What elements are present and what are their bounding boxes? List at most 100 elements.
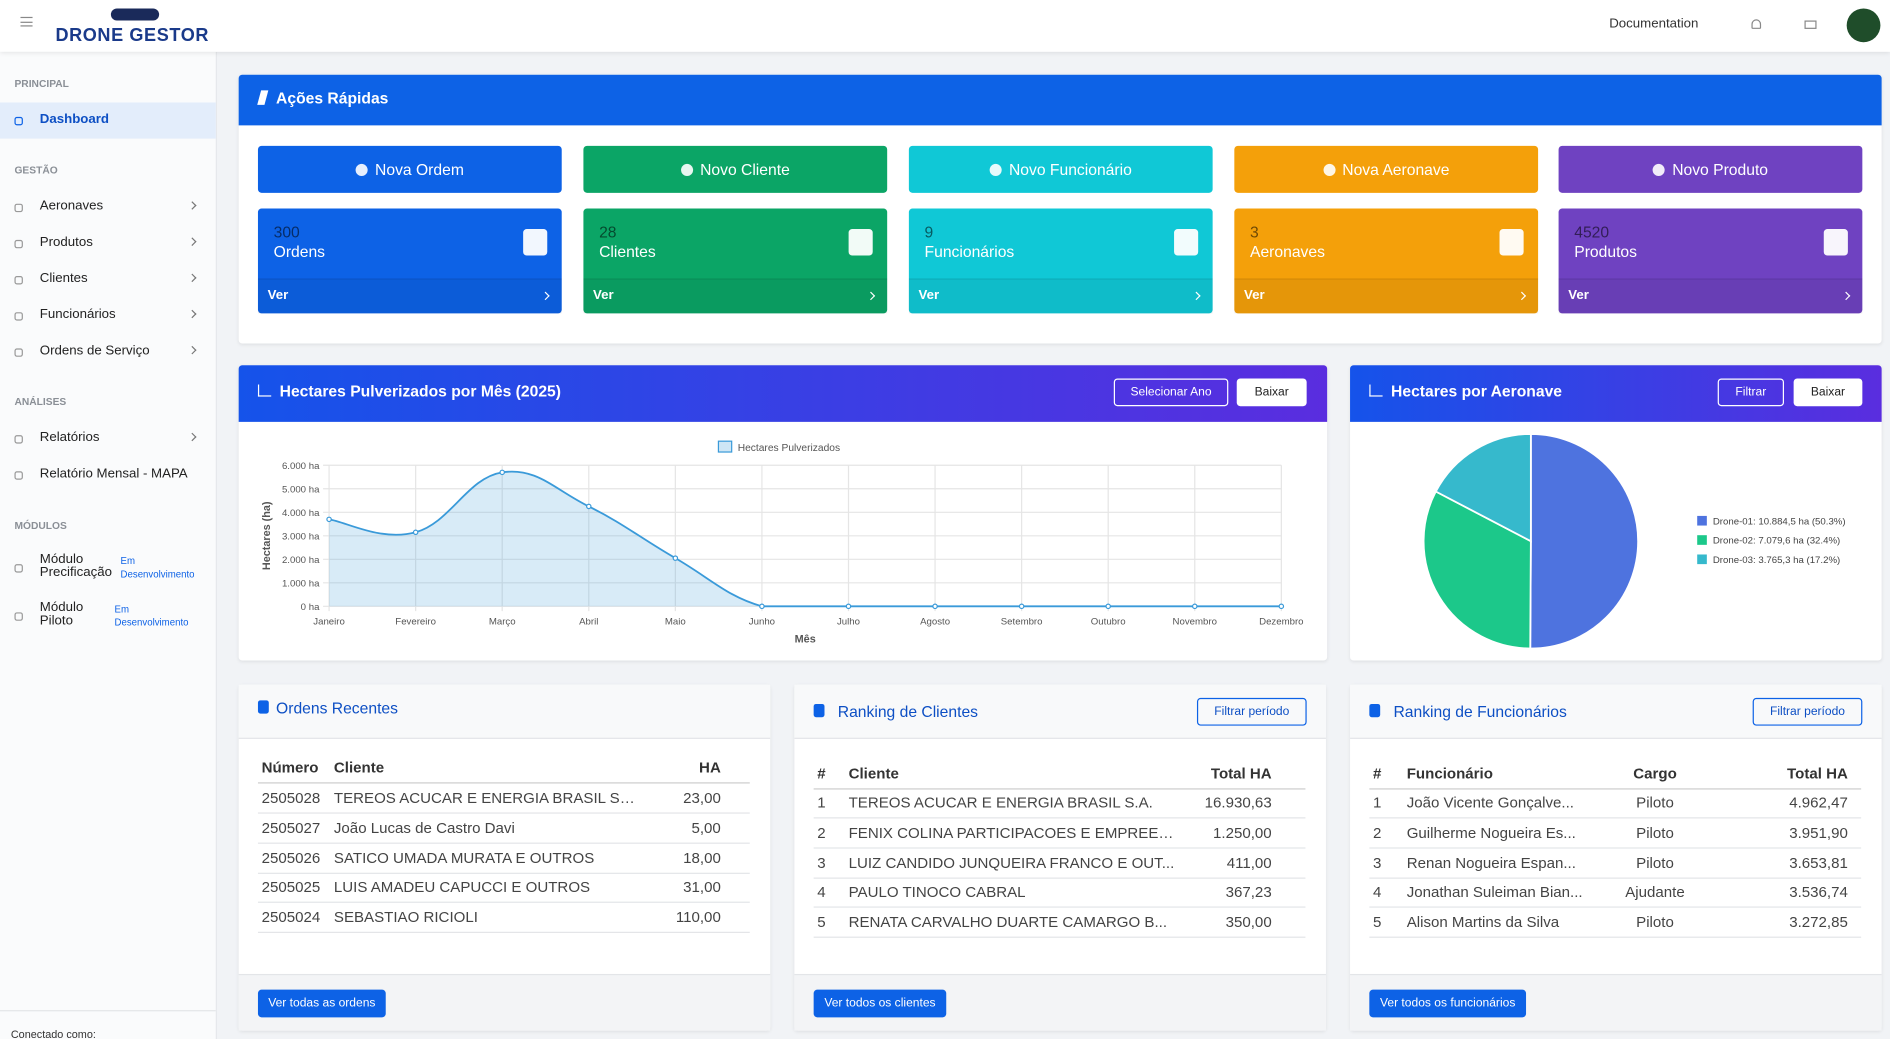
table-cell: 2 (1372, 824, 1382, 842)
x-tick-label: Dezembro (1259, 616, 1303, 627)
table-cell: 350,00 (1225, 913, 1272, 931)
stat-card: 3 Aeronaves Ver (1234, 208, 1539, 314)
table-cell: 5,00 (691, 819, 721, 837)
x-tick-label: Março (489, 616, 516, 627)
point (845, 603, 852, 610)
nav-label: Módulo Piloto (39, 600, 84, 629)
header-button[interactable]: Baixar (1793, 378, 1863, 407)
documentation-link[interactable]: Documentation (1609, 16, 1699, 32)
stat-label: Clientes (599, 242, 656, 261)
stat-icon (523, 229, 548, 256)
header-rule (257, 782, 750, 784)
row-rule (1369, 936, 1862, 939)
quick-action-button[interactable]: Novo Funcionário (908, 145, 1213, 193)
line-chart: 0 ha 1.000 ha 2.000 ha 3.000 ha 4.000 ha 5.00… (261, 440, 1304, 645)
nav-item[interactable]: Módulo Piloto Em Desenvolvimento (0, 598, 216, 634)
quick-action-button[interactable]: Novo Cliente (583, 145, 888, 193)
table-cell: 3 (1372, 854, 1382, 872)
point (932, 603, 938, 610)
row-rule (257, 902, 750, 904)
footer-button[interactable]: Ver todos os clientes (813, 989, 947, 1018)
bolt-icon (257, 90, 269, 105)
nav-item[interactable]: Relatórios (0, 421, 216, 457)
header-button[interactable]: Selecionar Ano (1113, 378, 1229, 407)
button-icon (1322, 163, 1336, 176)
table-header: Ordens Recentes (238, 684, 771, 739)
button-icon (1652, 163, 1665, 176)
nav-item[interactable]: Funcionários (0, 298, 216, 334)
nav-icon (14, 471, 23, 480)
area (329, 471, 1282, 607)
table-cell: LUIZ CANDIDO JUNQUEIRA FRANCO E OUT... (848, 854, 1175, 872)
chart-header: Hectares Pulverizados por Mês (2025) Sele… (238, 365, 1328, 422)
x-tick-label: Agosto (920, 616, 950, 627)
stat-footer[interactable]: Ver (1234, 278, 1539, 314)
table-footer: Ver todas as ordens (238, 973, 771, 1031)
nav-label: Produtos (39, 235, 93, 250)
stat-footer[interactable]: Ver (257, 278, 562, 314)
quick-action-button[interactable]: Novo Produto (1558, 145, 1863, 193)
legend-swatch (717, 440, 733, 453)
stat-icon (848, 229, 873, 256)
mail-icon[interactable] (1804, 20, 1817, 29)
legend-label: Drone-02: 7.079,6 ha (32.4%) (1713, 536, 1840, 547)
table-cell: Renan Nogueira Espan... (1406, 854, 1576, 872)
chevron (187, 432, 197, 442)
stat-value: 3 (1249, 222, 1259, 242)
quick-action-button[interactable]: Nova Ordem (257, 145, 562, 193)
stat-footer[interactable]: Ver (908, 278, 1213, 314)
nav-item[interactable]: Clientes (0, 262, 216, 298)
nav-label: Relatórios (39, 430, 100, 445)
stat-icon (1174, 229, 1199, 256)
table-cell: 4.962,47 (1789, 794, 1848, 812)
nav-item[interactable]: Módulo Precificação Em Desenvolvimento (0, 550, 216, 586)
table-cell: 2505026 (261, 849, 321, 867)
header-button[interactable]: Baixar (1236, 378, 1307, 407)
legend-swatch (1697, 515, 1707, 526)
table-card: Ranking de Clientes Filtrar período # Clien… (794, 684, 1326, 1031)
quick-action-button[interactable]: Nova Aeronave (1234, 145, 1539, 193)
nav-item[interactable]: Ordens de Serviço (0, 334, 216, 370)
button-icon (989, 163, 1002, 176)
chart-card: Hectares por Aeronave Filtrar Baixar Drone-… (1350, 365, 1882, 661)
nav-item[interactable]: Aeronaves (0, 189, 216, 225)
notifications-icon[interactable] (1751, 19, 1762, 29)
nav-item[interactable]: Relatório Mensal - MAPA (0, 457, 216, 493)
table-cell: Piloto (1636, 913, 1674, 931)
table-title: Ranking de Clientes (837, 702, 979, 721)
stat-footer[interactable]: Ver (583, 278, 888, 314)
footer-button[interactable]: Ver todas as ordens (257, 989, 386, 1018)
stat-card: 300 Ordens Ver (257, 208, 562, 314)
stat-footer[interactable]: Ver (1558, 278, 1863, 314)
filter-button[interactable]: Filtrar período (1196, 697, 1307, 726)
table-cell: Ajudante (1625, 884, 1685, 901)
filter-button[interactable]: Filtrar período (1752, 697, 1863, 726)
nav-item[interactable]: Produtos (0, 225, 216, 261)
table-cell: RENATA CARVALHO DUARTE CAMARGO B... (848, 913, 1168, 931)
x-tick-label: Janeiro (313, 616, 345, 627)
column-header: # (817, 765, 826, 783)
table-card: Ordens Recentes Número Cliente HA 2505028 TER… (238, 684, 771, 1031)
menu-toggle[interactable] (20, 16, 33, 27)
header-button[interactable]: Filtrar (1717, 378, 1784, 407)
point (759, 603, 765, 610)
row-rule (1369, 906, 1862, 909)
nav-item[interactable]: Dashboard (0, 102, 216, 139)
table-cell: 2505024 (261, 909, 321, 926)
avatar[interactable] (1846, 8, 1881, 43)
footer-button[interactable]: Ver todos os funcionários (1369, 989, 1527, 1018)
stat-label: Aeronaves (1249, 242, 1325, 261)
legend-swatch (1697, 535, 1707, 545)
pie-slice (1422, 490, 1532, 650)
stat-value: 4520 (1574, 222, 1610, 242)
point (499, 469, 505, 476)
table-cell: LUIS AMADEU CAPUCCI E OUTROS (333, 879, 591, 897)
stat-label: Ordens (273, 242, 326, 261)
quick-actions-card: Ações Rápidas Nova Ordem 300 Ordens Ver Novo … (238, 74, 1882, 344)
nav-label: Dashboard (39, 112, 110, 127)
stat-value: 9 (924, 222, 934, 242)
x-tick-label: Julho (837, 616, 860, 627)
stat-link: Ver (267, 288, 289, 303)
y-tick-label: 2.000 ha (282, 555, 320, 566)
